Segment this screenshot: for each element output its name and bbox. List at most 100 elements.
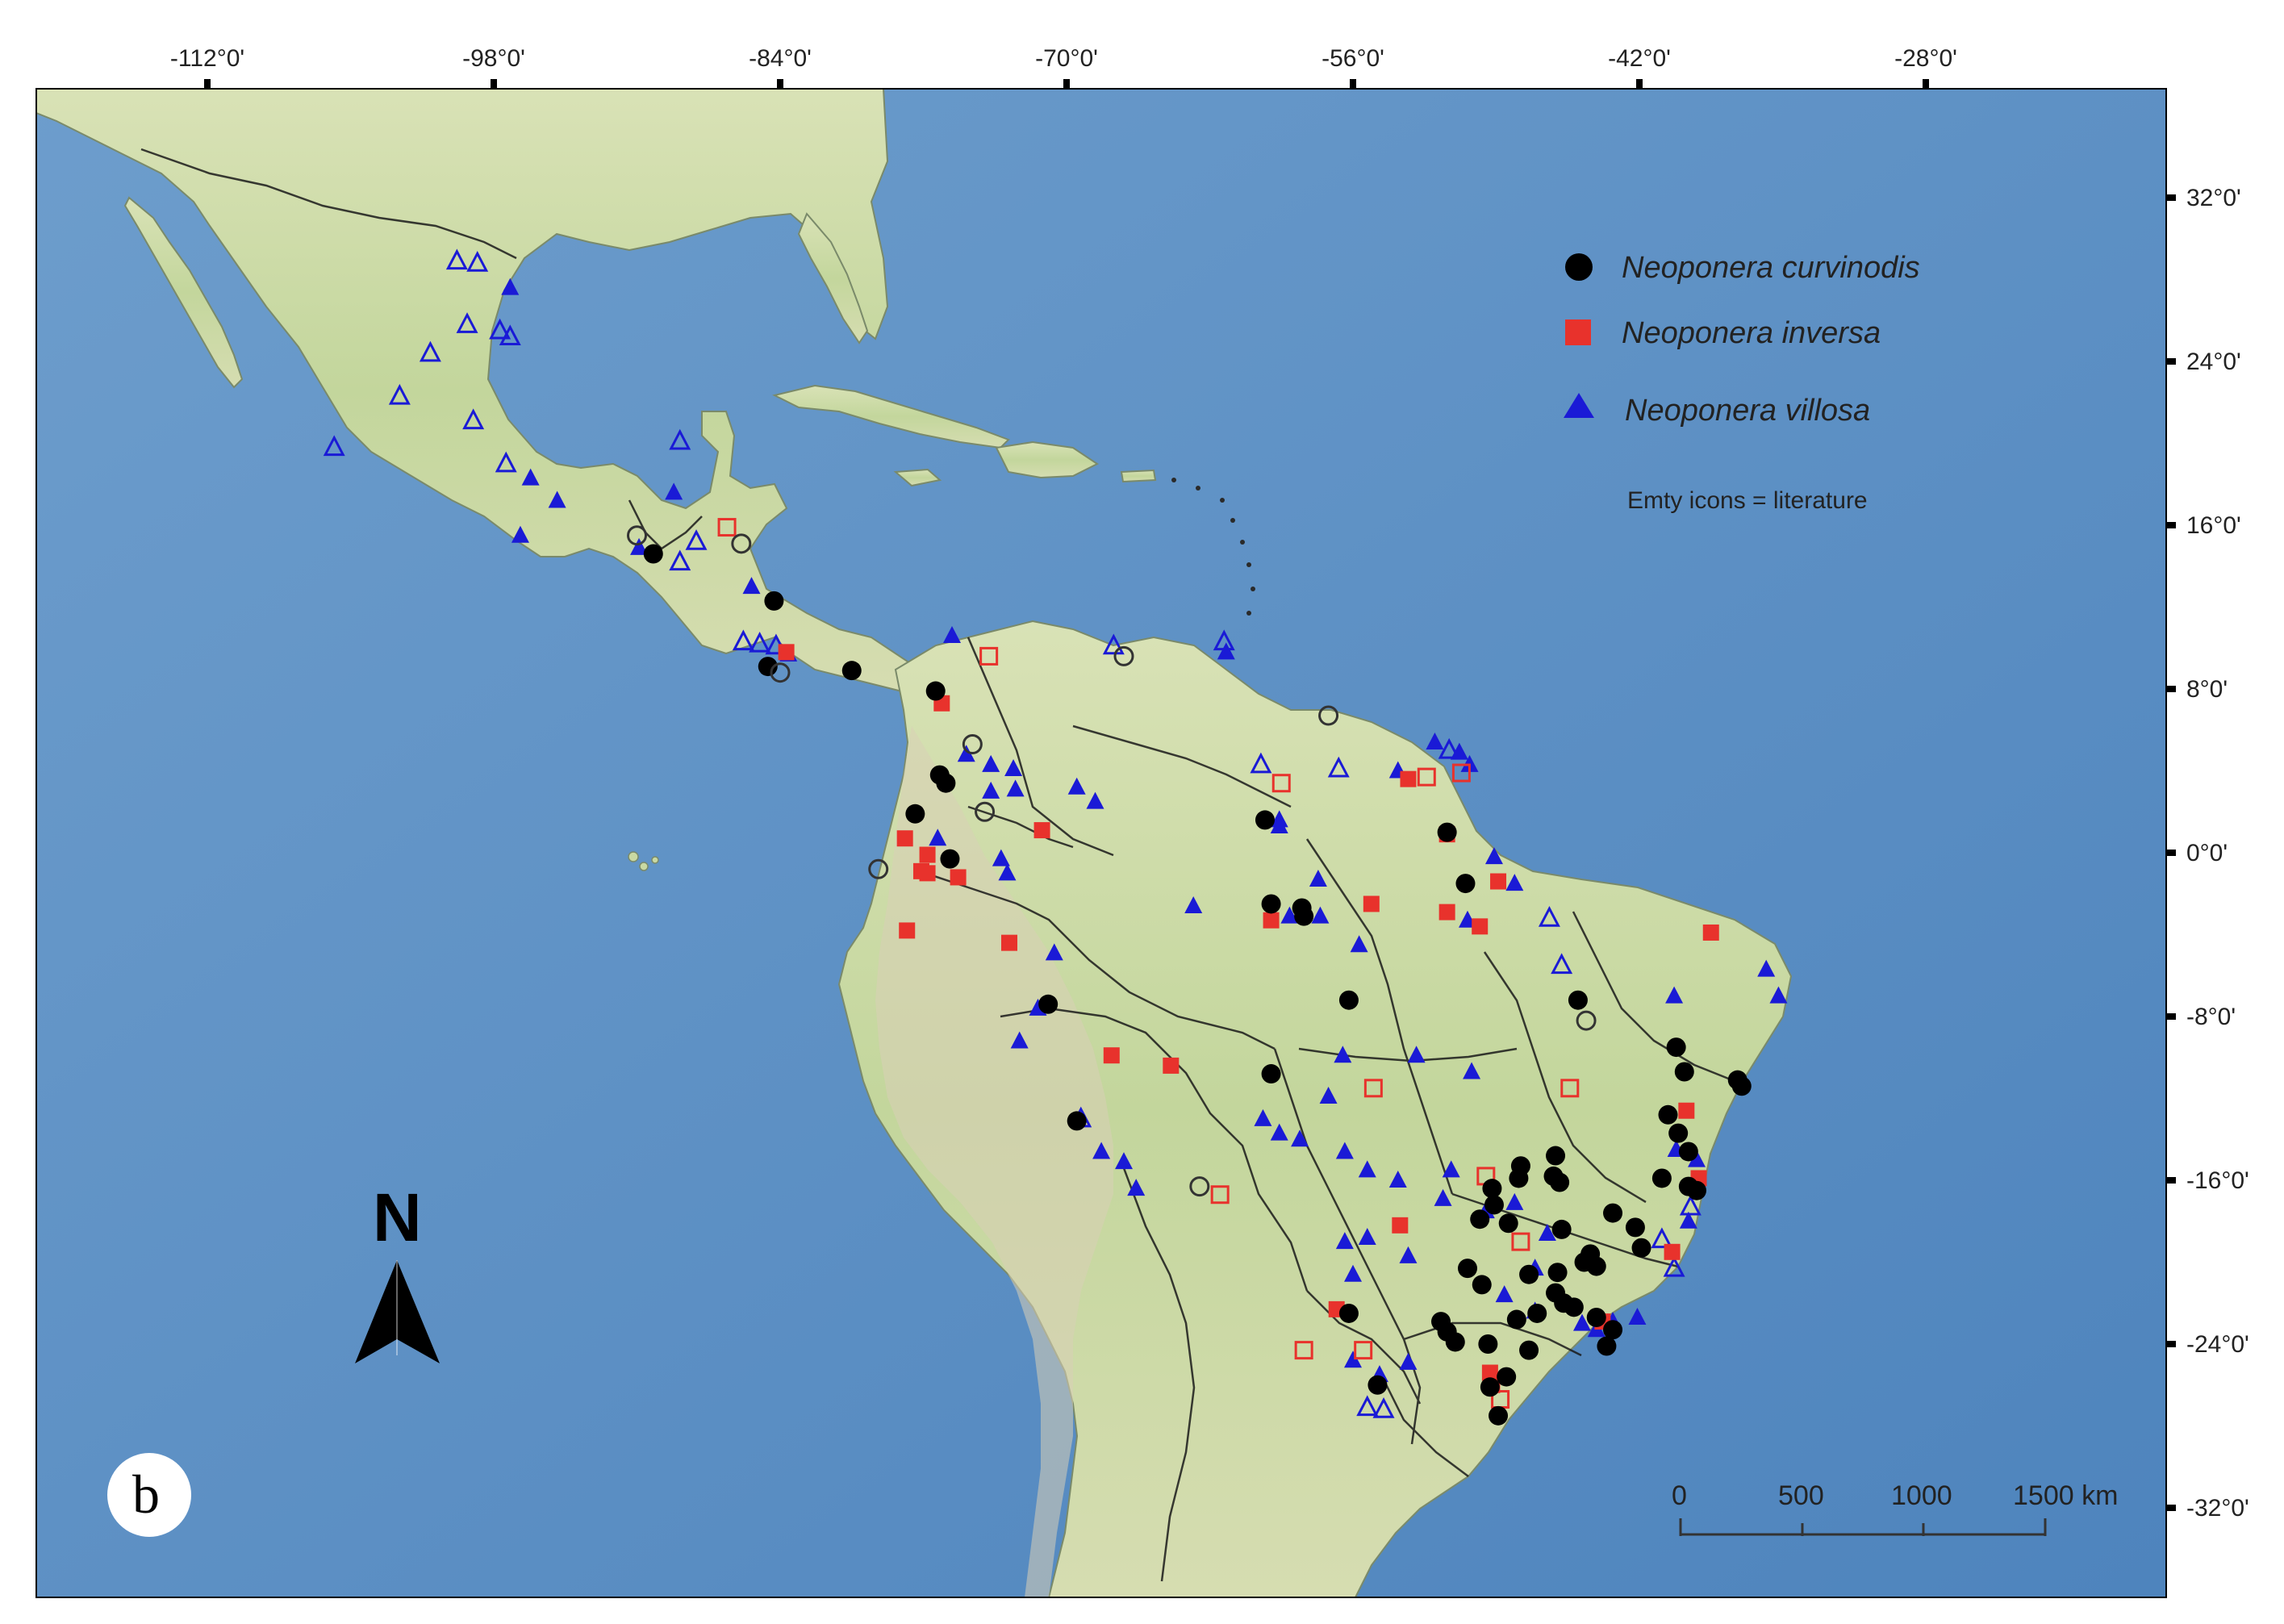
villosa-record [1484,847,1503,865]
inversa-record [1490,873,1507,890]
inversa-record [1263,912,1280,929]
inversa-record [1560,1079,1580,1098]
inversa-record [1033,822,1050,839]
curvinodis-record [1674,1062,1694,1082]
north-arrow-icon [355,1260,440,1363]
curvinodis-record [1519,1340,1539,1360]
inversa-record [1392,1217,1409,1234]
curvinodis-record [1506,1309,1526,1330]
curvinodis-record [1038,994,1058,1014]
curvinodis-record [940,849,960,869]
villosa-record [1463,1062,1481,1079]
curvinodis-record [1651,1168,1672,1188]
inversa-record [919,846,936,863]
villosa-record [501,278,520,295]
villosa-record [742,577,761,595]
villosa-record [732,629,754,651]
villosa-record [1335,1232,1354,1250]
villosa-record [1184,895,1203,913]
villosa-record [1372,1396,1395,1418]
red-square-icon [1565,319,1591,345]
villosa-record [943,626,961,644]
villosa-record [1399,1246,1418,1263]
villosa-record [1505,874,1524,891]
villosa-record [1270,1123,1288,1141]
villosa-record [1344,1351,1362,1368]
villosa-record [992,849,1010,866]
villosa-record [1291,1129,1309,1147]
curvinodis-record [1472,1275,1492,1295]
lon-tick-label: -42°0' [1608,45,1671,72]
legend-note: Emty icons = literature [1627,487,1868,514]
legend-item-inversa: Neoponera inversa [1622,316,1881,350]
lesser-antilles [1171,478,1255,616]
villosa-record [1086,791,1104,809]
villosa-record [1388,1171,1407,1188]
andes-shading [875,726,1113,1597]
curvinodis-record [905,804,925,824]
villosa-record [462,408,485,430]
black-circle-icon [1565,253,1593,281]
lon-tick-label: -112°0' [170,45,244,72]
curvinodis-record [1458,1259,1477,1279]
lon-tick-label: -98°0' [462,45,525,72]
inversa-record [919,865,936,882]
longitude-ticks: -112°0' -98°0' -84°0' -70°0' -56°0' -42°0' -28… [170,45,1957,89]
latitude-ticks: 32°0' 24°0' 16°0' 8°0' 0°0' -8°0' -16°0' -24°0'… [2166,185,2249,1522]
lon-tick-label: -56°0' [1322,45,1384,72]
villosa-record [1679,1211,1697,1229]
curvinodis-record [758,657,778,677]
curvinodis-record [1666,1037,1686,1058]
curvinodis-record [1550,1172,1570,1192]
lat-tick-label: 24°0' [2186,349,2241,375]
curvinodis-record [1482,1179,1502,1199]
curvinodis-record [1658,1104,1678,1125]
curvinodis-record [1470,1209,1490,1229]
curvinodis-record [1631,1238,1651,1258]
curvinodis-record [1603,1320,1623,1340]
scale-label-0: 0 [1672,1480,1687,1511]
villosa-record [1665,986,1684,1004]
curvinodis-record [1586,1256,1606,1276]
villosa-record [1688,1150,1706,1167]
villosa-record [1551,953,1573,975]
curvinodis-record [1597,1336,1617,1356]
scale-bar: 0 500 1000 1500 km [1672,1480,2118,1536]
villosa-record [1334,1046,1352,1063]
lat-tick-label: -16°0' [2186,1167,2249,1194]
villosa-record [1092,1142,1111,1159]
inversa-record [950,869,967,886]
curvinodis-record [1687,1180,1706,1200]
villosa-record [749,631,771,653]
inversa-record [1481,1364,1498,1381]
inversa-record [1294,1341,1313,1360]
villosa-record [1434,1188,1452,1206]
curvinodis-record [1437,822,1457,842]
baja-california [123,196,244,389]
north-america-landmass [36,89,921,695]
villosa-record [388,383,411,405]
curvinodis-record [1489,1405,1509,1426]
north-arrow: N [355,1179,440,1363]
inversa-record [1451,763,1471,783]
curvinodis-record [1338,990,1359,1010]
villosa-record [1679,1194,1702,1216]
inversa-record [896,830,913,847]
villosa-record [1663,1255,1685,1277]
curvinodis-record [841,661,862,681]
lon-tick-label: -28°0' [1894,45,1957,72]
inversa-record [1438,904,1455,921]
villosa-record [1217,642,1235,660]
curvinodis-record [1551,1219,1572,1239]
villosa-record [1495,1285,1514,1303]
villosa-record [489,318,511,340]
villosa-record [419,340,441,362]
inversa-record [778,644,795,661]
lat-tick-label: -24°0' [2186,1331,2249,1358]
villosa-record [685,529,708,550]
curvinodis-record [1189,1176,1210,1197]
villosa-record [1270,816,1288,834]
villosa-record [1573,1313,1591,1331]
villosa-record [499,324,521,346]
villosa-record [1438,737,1460,759]
